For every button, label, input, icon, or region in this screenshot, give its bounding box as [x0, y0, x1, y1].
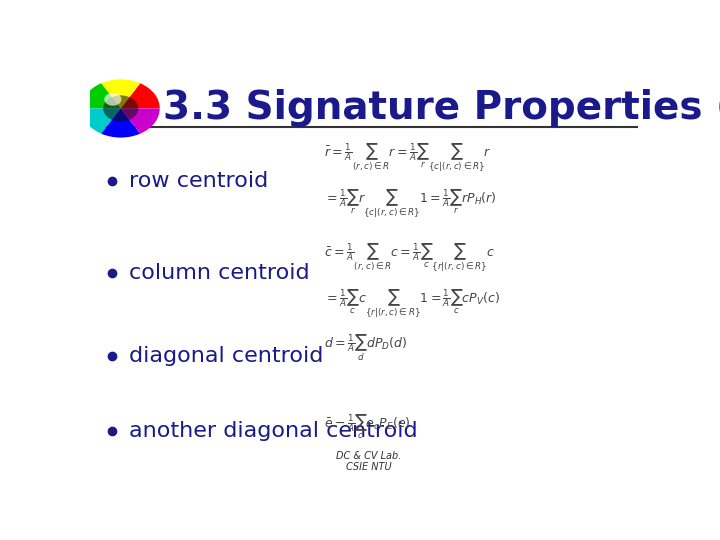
Wedge shape [101, 109, 140, 138]
Text: $= \frac{1}{A}\sum_{r} r \sum_{\{c|(r,c)\in R\}} 1 = \frac{1}{A}\sum_{r} r P_H(r: $= \frac{1}{A}\sum_{r} r \sum_{\{c|(r,c)… [324, 188, 497, 220]
Text: another diagonal centroid: another diagonal centroid [129, 421, 418, 441]
Wedge shape [121, 109, 160, 134]
Wedge shape [121, 83, 160, 109]
Text: $\bar{r} = \frac{1}{A} \sum_{(r,c)\in R} r = \frac{1}{A}\sum_{r}\sum_{\{c|(r,c)\: $\bar{r} = \frac{1}{A} \sum_{(r,c)\in R}… [324, 142, 492, 174]
Circle shape [104, 93, 122, 106]
Wedge shape [101, 79, 140, 109]
Text: $= \frac{1}{A}\sum_{c} c \sum_{\{r|(r,c)\in R\}} 1 = \frac{1}{A}\sum_{c} c P_V(c: $= \frac{1}{A}\sum_{c} c \sum_{\{r|(r,c)… [324, 288, 500, 320]
Text: diagonal centroid: diagonal centroid [129, 346, 323, 366]
Text: row centroid: row centroid [129, 171, 269, 191]
Text: $\bar{c} = \frac{1}{A} \sum_{(r,c)\in R} c = \frac{1}{A}\sum_{c}\sum_{\{r|(r,c)\: $\bar{c} = \frac{1}{A} \sum_{(r,c)\in R}… [324, 242, 495, 274]
Text: DC & CV Lab.
CSIE NTU: DC & CV Lab. CSIE NTU [336, 451, 402, 472]
Text: column centroid: column centroid [129, 262, 310, 283]
Wedge shape [81, 109, 121, 134]
Circle shape [103, 96, 138, 122]
Text: $d = \frac{1}{A}\sum_{d} d P_D(d)$: $d = \frac{1}{A}\sum_{d} d P_D(d)$ [324, 333, 408, 363]
Wedge shape [81, 83, 121, 109]
Text: 3.3 Signature Properties (cont’): 3.3 Signature Properties (cont’) [163, 90, 720, 127]
Text: $\bar{e} - \frac{1}{A}\sum_{c} e_c P_E(e)$: $\bar{e} - \frac{1}{A}\sum_{c} e_c P_E(e… [324, 413, 411, 441]
